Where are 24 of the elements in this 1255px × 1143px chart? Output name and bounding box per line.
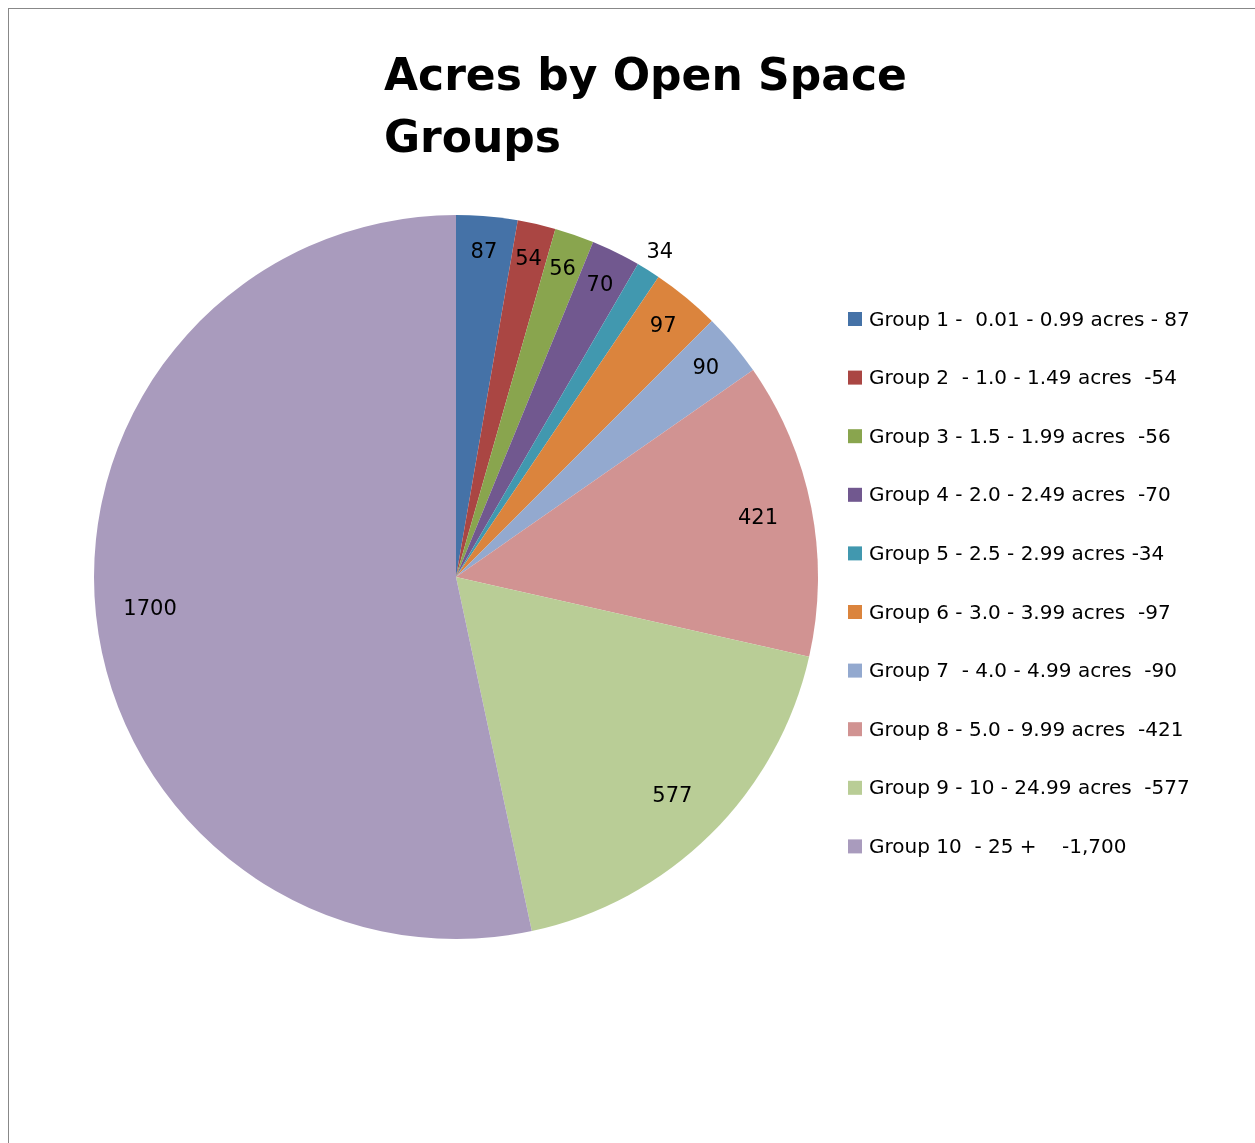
data-label: 1700 [123, 596, 177, 621]
data-label: 97 [649, 312, 677, 337]
data-label: 87 [470, 239, 498, 264]
legend-label: Group 8 - 5.0 - 9.99 acres -421 [869, 716, 1184, 741]
legend-label: Group 7 - 4.0 - 4.99 acres -90 [869, 658, 1178, 683]
data-label: 34 [646, 238, 674, 263]
legend-label: Group 4 - 2.0 - 2.49 acres -70 [869, 482, 1171, 507]
legend-label: Group 1 - 0.01 - 0.99 acres - 87 [869, 306, 1190, 331]
chart-title: Acres by Open Space Groups [384, 49, 907, 162]
data-label: 54 [515, 246, 542, 271]
legend-label: Group 10 - 25 + -1,700 [869, 833, 1127, 858]
data-label: 70 [586, 271, 614, 296]
legend-label: Group 5 - 2.5 - 2.99 acres -34 [869, 540, 1165, 565]
pie-slice [456, 215, 518, 577]
pie-slice [456, 241, 638, 577]
legend-label: Group 6 - 3.0 - 3.99 acres -97 [869, 599, 1171, 624]
data-label: 90 [692, 354, 720, 379]
data-label: 56 [549, 256, 576, 281]
legend-label: Group 9 - 10 - 24.99 acres -577 [869, 775, 1190, 800]
legend-label: Group 3 - 1.5 - 1.99 acres -56 [869, 423, 1171, 448]
legend-label: Group 2 - 1.0 - 1.49 acres -54 [869, 365, 1178, 390]
pie-slice [456, 577, 810, 931]
data-label: 421 [737, 504, 779, 529]
data-label: 577 [652, 782, 693, 807]
